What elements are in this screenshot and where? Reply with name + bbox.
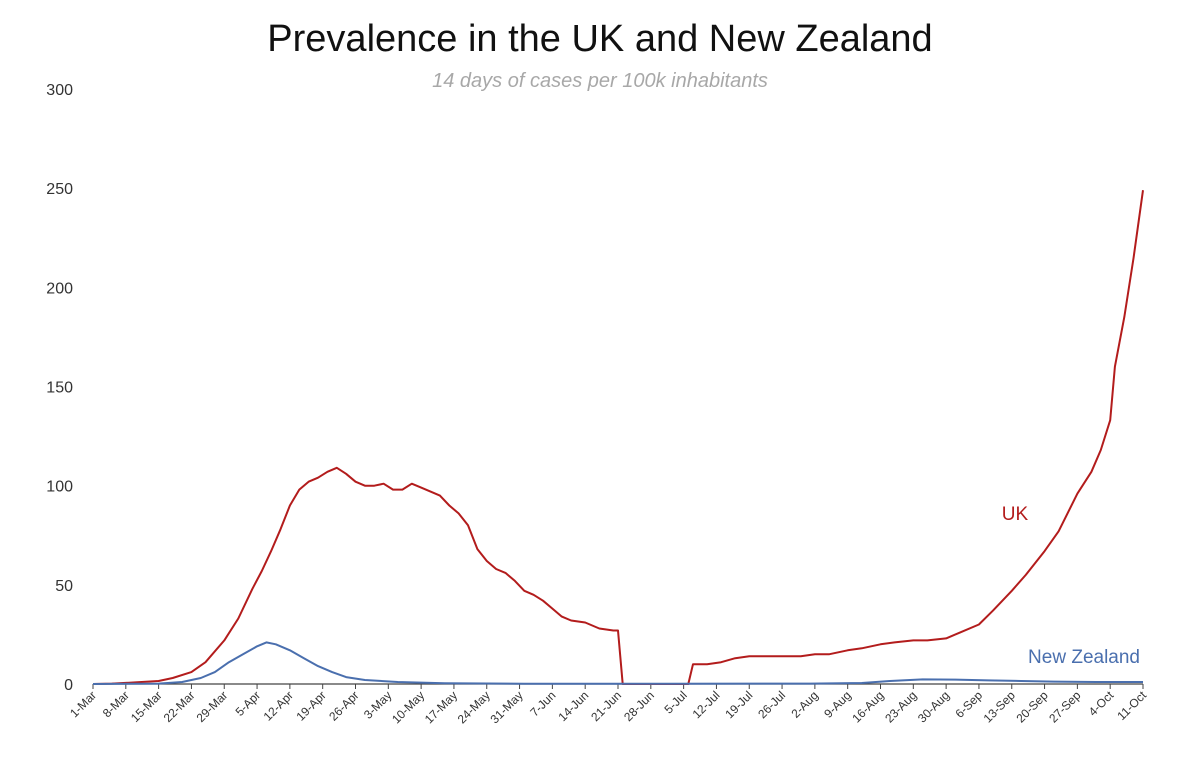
- x-tick-label: 11-Oct: [1114, 688, 1149, 723]
- chart-subtitle: 14 days of cases per 100k inhabitants: [432, 70, 768, 92]
- y-tick-label: 0: [64, 677, 73, 694]
- x-tick-label: 19-Jul: [722, 688, 755, 721]
- x-tick-label: 5-Jul: [661, 688, 689, 716]
- series-line-new-zealand: [92, 641, 1143, 685]
- x-tick-label: 16-Aug: [849, 688, 886, 725]
- x-tick-label: 31-May: [487, 688, 525, 726]
- x-tick-label: 29-Mar: [194, 688, 231, 725]
- x-tick-label: 26-Apr: [326, 688, 361, 723]
- series-label-new-zealand: New Zealand: [1028, 647, 1140, 668]
- x-tick-label: 22-Mar: [161, 688, 198, 725]
- x-tick-label: 20-Sep: [1013, 688, 1050, 725]
- x-tick-label: 2-Aug: [788, 688, 821, 721]
- x-tick-label: 10-May: [389, 688, 427, 726]
- x-tick-label: 13-Sep: [981, 688, 1018, 725]
- chart-title: Prevalence in the UK and New Zealand: [267, 18, 933, 60]
- x-tick-label: 5-Apr: [233, 688, 264, 719]
- series-line-uk: [92, 190, 1144, 685]
- x-tick-label: 23-Aug: [882, 688, 919, 725]
- x-tick-label: 27-Sep: [1046, 688, 1083, 725]
- x-tick-label: 26-Jul: [755, 688, 788, 721]
- x-tick-label: 15-Mar: [128, 688, 165, 725]
- y-tick-label: 100: [46, 479, 73, 496]
- x-tick-label: 28-Jun: [621, 688, 657, 724]
- x-tick-label: 12-Jul: [690, 688, 723, 721]
- x-tick-label: 14-Jun: [555, 688, 591, 724]
- x-tick-label: 24-May: [455, 688, 493, 726]
- y-tick-label: 200: [46, 280, 73, 297]
- x-tick-label: 4-Oct: [1086, 688, 1117, 719]
- x-tick-label: 30-Aug: [915, 688, 952, 725]
- x-tick-label: 21-Jun: [588, 688, 624, 724]
- y-tick-label: 150: [46, 380, 73, 397]
- x-tick-label: 12-Apr: [261, 688, 296, 723]
- x-tick-label: 19-Apr: [293, 688, 328, 723]
- y-tick-label: 250: [46, 181, 73, 198]
- x-tick-label: 7-Jun: [527, 688, 558, 719]
- y-tick-label: 300: [46, 82, 73, 99]
- x-tick-label: 17-May: [422, 688, 460, 726]
- series-label-uk: UK: [1002, 504, 1029, 525]
- y-tick-label: 50: [55, 578, 73, 595]
